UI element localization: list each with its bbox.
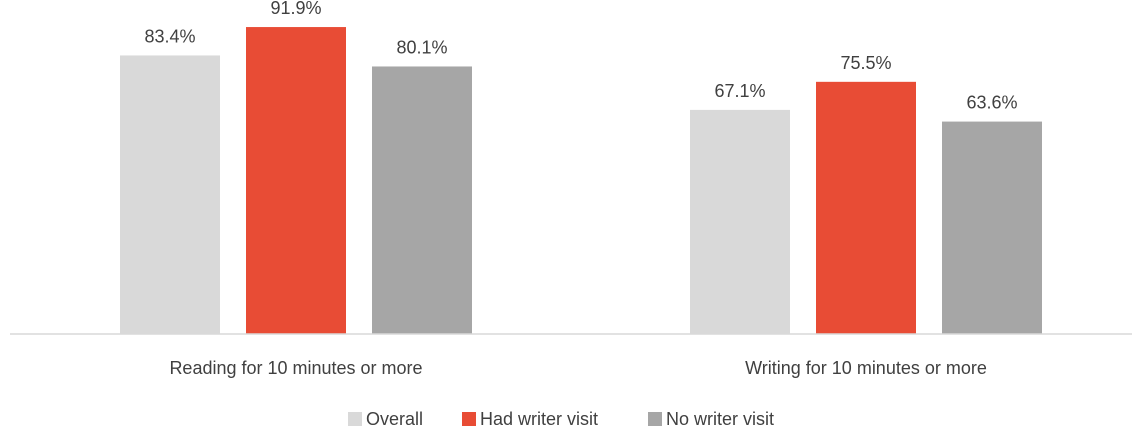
bar-writing-no-writer-visit — [942, 121, 1042, 335]
bar-reading-had-writer-visit — [246, 27, 346, 335]
data-label-writing-had-writer-visit: 75.5% — [840, 53, 891, 73]
data-label-writing-overall: 67.1% — [714, 81, 765, 101]
bar-writing-overall — [690, 109, 790, 334]
bar-reading-no-writer-visit — [372, 66, 472, 334]
legend-swatch-overall — [348, 412, 362, 426]
bar-writing-had-writer-visit — [816, 81, 916, 334]
legend-swatch-no-writer-visit — [648, 412, 662, 426]
data-label-reading-overall: 83.4% — [144, 26, 195, 46]
category-label-writing: Writing for 10 minutes or more — [745, 358, 987, 378]
bar-reading-overall — [120, 55, 220, 334]
data-label-reading-had-writer-visit: 91.9% — [270, 0, 321, 18]
category-label-reading: Reading for 10 minutes or more — [169, 358, 422, 378]
category-labels-group: Reading for 10 minutes or more Writing f… — [169, 358, 986, 378]
legend-label-overall: Overall — [366, 409, 423, 429]
data-label-reading-no-writer-visit: 80.1% — [396, 37, 447, 57]
legend-label-had-writer-visit: Had writer visit — [480, 409, 598, 429]
data-label-writing-no-writer-visit: 63.6% — [966, 93, 1017, 113]
legend-swatch-had-writer-visit — [462, 412, 476, 426]
bars-group — [120, 27, 1042, 335]
legend: Overall Had writer visit No writer visit — [348, 409, 774, 429]
data-labels-group: 83.4% 91.9% 80.1% 67.1% 75.5% 63.6% — [144, 0, 1017, 113]
legend-label-no-writer-visit: No writer visit — [666, 409, 774, 429]
